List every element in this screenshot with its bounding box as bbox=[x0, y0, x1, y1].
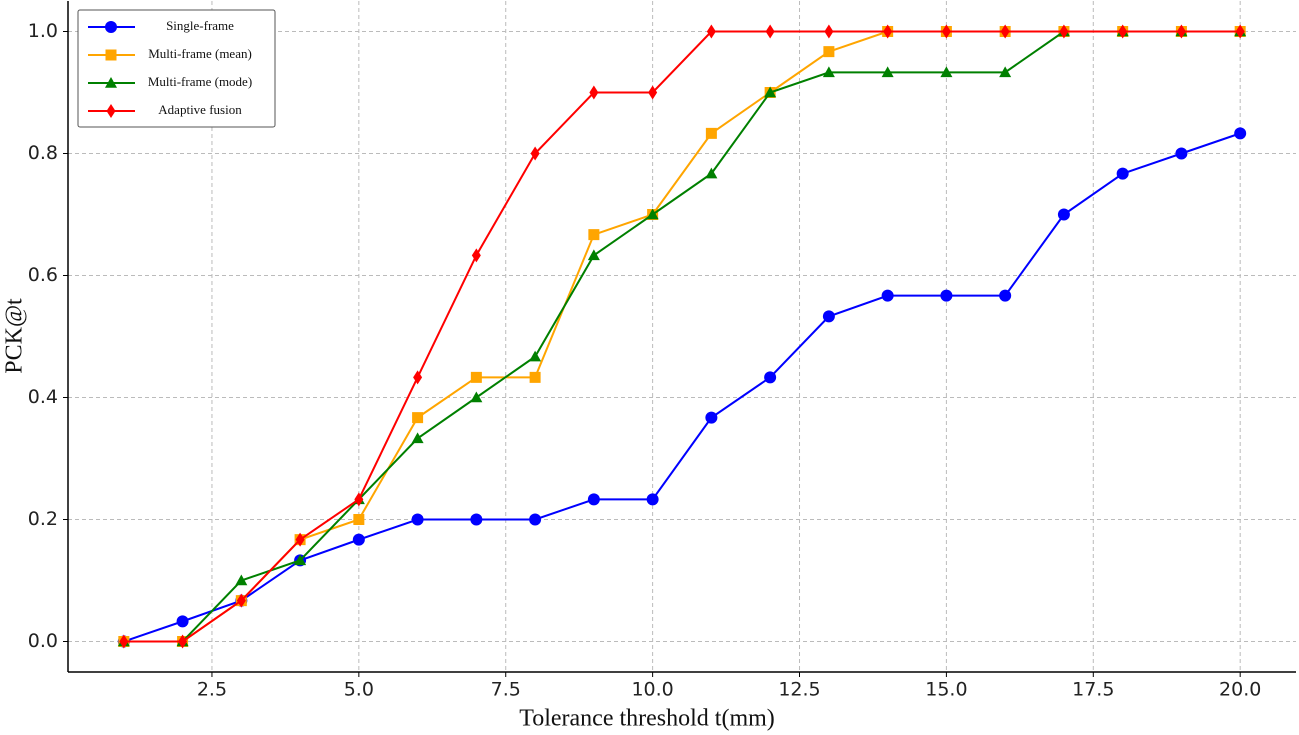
point bbox=[119, 634, 129, 649]
x-tick-label: 20.0 bbox=[1219, 679, 1261, 701]
point bbox=[648, 85, 658, 100]
x-tick-label: 15.0 bbox=[925, 679, 967, 701]
point bbox=[705, 167, 718, 179]
point bbox=[646, 493, 659, 506]
y-tick-label: 1.0 bbox=[28, 20, 58, 42]
x-tick-label: 5.0 bbox=[344, 679, 374, 701]
point bbox=[940, 66, 953, 78]
point bbox=[587, 249, 600, 261]
point bbox=[470, 391, 483, 403]
x-tick-label: 7.5 bbox=[491, 679, 521, 701]
point bbox=[412, 412, 424, 424]
point bbox=[235, 574, 248, 586]
point bbox=[413, 370, 423, 385]
point bbox=[176, 615, 189, 628]
legend-marker bbox=[105, 21, 117, 33]
point bbox=[705, 127, 717, 139]
point bbox=[823, 46, 835, 58]
point bbox=[705, 411, 718, 424]
point bbox=[294, 554, 307, 566]
point bbox=[471, 248, 481, 263]
y-tick-label: 0.8 bbox=[28, 142, 58, 164]
point bbox=[881, 66, 894, 78]
point bbox=[999, 289, 1012, 302]
point bbox=[822, 310, 835, 323]
x-tick-label: 2.5 bbox=[197, 679, 227, 701]
legend-label: Adaptive fusion bbox=[158, 102, 242, 117]
y-tick-label: 0.0 bbox=[28, 630, 58, 652]
legend-label: Multi-frame (mean) bbox=[148, 46, 252, 61]
point bbox=[941, 24, 951, 39]
point bbox=[530, 146, 540, 161]
legend-marker bbox=[106, 104, 116, 118]
point bbox=[178, 634, 188, 649]
y-tick-label: 0.2 bbox=[28, 508, 58, 530]
legend-marker bbox=[105, 77, 117, 88]
point bbox=[236, 593, 246, 608]
y-tick-label: 0.6 bbox=[28, 264, 58, 286]
series-line bbox=[123, 30, 1241, 643]
point bbox=[1000, 24, 1010, 39]
point bbox=[529, 350, 542, 362]
point bbox=[529, 371, 541, 383]
y-tick-label: 0.4 bbox=[28, 386, 58, 408]
point bbox=[881, 289, 894, 302]
point bbox=[765, 24, 775, 39]
point bbox=[1057, 208, 1070, 221]
point bbox=[1235, 24, 1245, 39]
point bbox=[411, 513, 424, 526]
legend-label: Multi-frame (mode) bbox=[148, 74, 252, 89]
point bbox=[1234, 127, 1247, 140]
point bbox=[295, 532, 305, 547]
point bbox=[1116, 167, 1129, 180]
y-axis-label: PCK@t bbox=[2, 298, 28, 374]
point bbox=[1175, 147, 1188, 160]
point bbox=[529, 513, 542, 526]
point bbox=[354, 492, 364, 507]
point bbox=[1176, 24, 1186, 39]
point bbox=[588, 229, 600, 241]
x-tick-label: 10.0 bbox=[631, 679, 673, 701]
point bbox=[706, 24, 716, 39]
point bbox=[940, 289, 953, 302]
point bbox=[589, 85, 599, 100]
x-tick-label: 12.5 bbox=[778, 679, 820, 701]
point bbox=[411, 432, 424, 444]
point bbox=[470, 513, 483, 526]
point bbox=[1059, 24, 1069, 39]
point bbox=[1118, 24, 1128, 39]
point bbox=[587, 493, 600, 506]
x-tick-label: 17.5 bbox=[1072, 679, 1114, 701]
series-line bbox=[123, 30, 1241, 643]
series-line bbox=[123, 132, 1241, 643]
point bbox=[824, 24, 834, 39]
legend-marker bbox=[105, 49, 117, 61]
point bbox=[470, 371, 482, 383]
point bbox=[822, 66, 835, 78]
legend-box bbox=[77, 9, 276, 128]
point bbox=[353, 514, 365, 525]
point bbox=[764, 371, 777, 384]
legend-label: Single-frame bbox=[166, 18, 234, 33]
x-axis-label: Tolerance threshold t(mm) bbox=[519, 706, 775, 732]
point bbox=[352, 533, 365, 546]
point bbox=[883, 24, 893, 39]
point bbox=[999, 66, 1012, 78]
point bbox=[646, 208, 659, 220]
point bbox=[764, 86, 777, 98]
